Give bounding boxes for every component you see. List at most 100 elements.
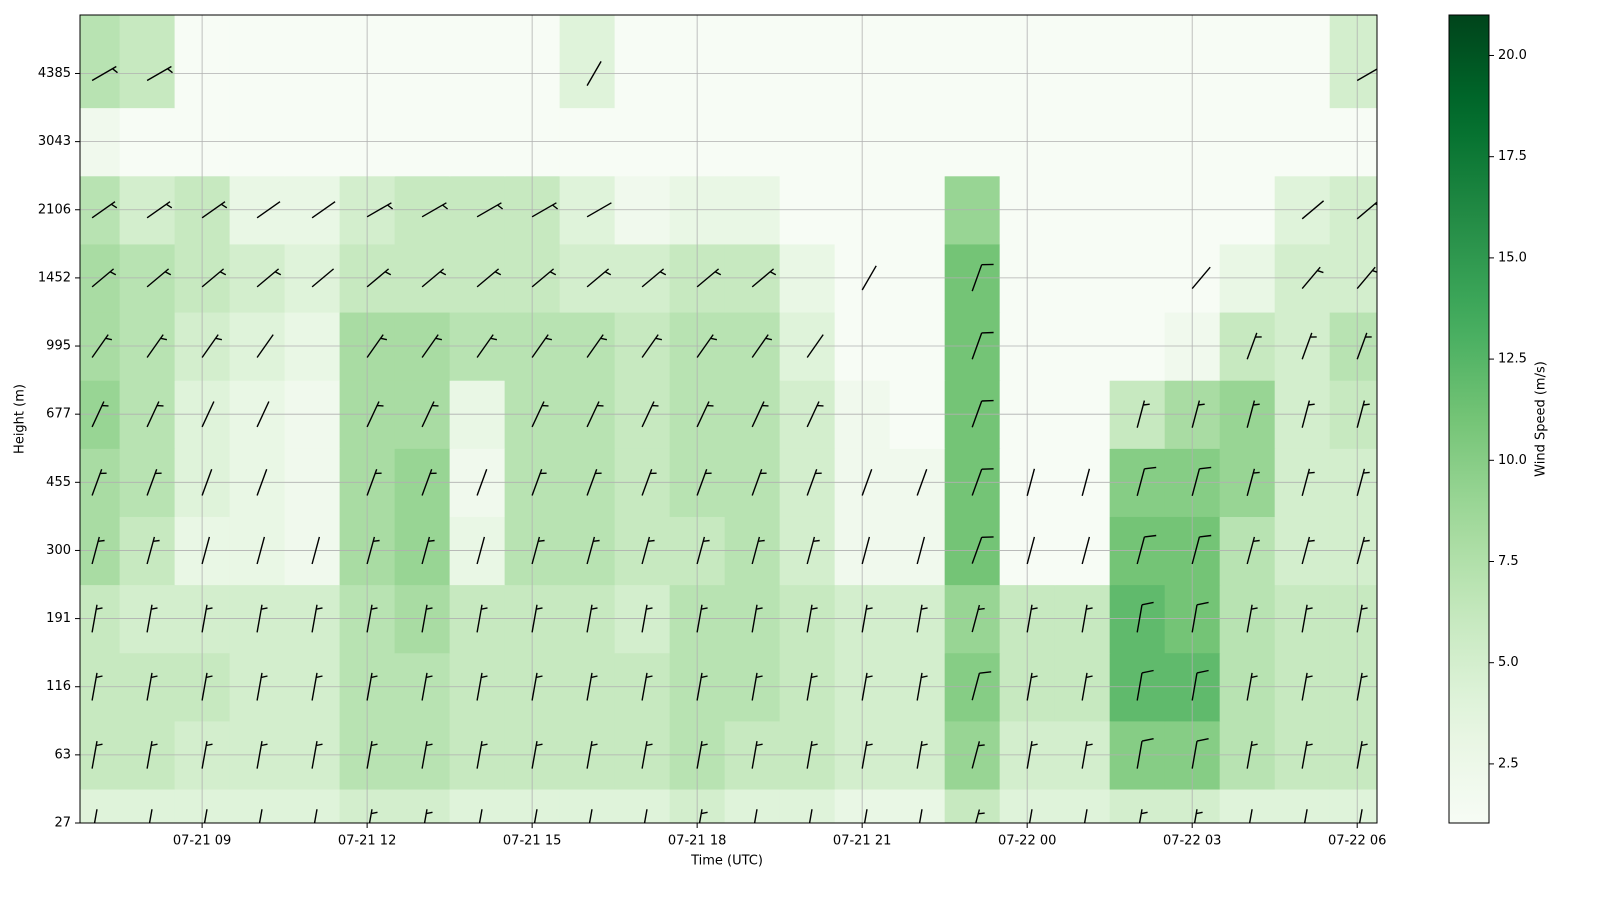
- wind-barb: [751, 672, 763, 701]
- wind-barb: [641, 672, 653, 701]
- wind-barb: [696, 604, 708, 633]
- wind-barb: [751, 740, 763, 769]
- wind-barb: [1136, 534, 1157, 565]
- wind-barb: [863, 809, 868, 823]
- x-tick-label: 07-22 00: [998, 834, 1056, 849]
- wind-barb: [1301, 536, 1315, 565]
- wind-barb: [366, 468, 382, 496]
- wind-barb: [751, 536, 765, 565]
- wind-barb: [753, 809, 758, 823]
- wind-barb: [476, 202, 504, 218]
- wind-barb: [421, 604, 433, 633]
- wind-barb: [1191, 738, 1209, 769]
- x-tick-label: 07-21 18: [668, 834, 726, 849]
- wind-barb: [531, 334, 553, 358]
- y-tick-label: 677: [46, 407, 71, 422]
- wind-barb: [1136, 738, 1154, 769]
- wind-barb: [1191, 534, 1212, 565]
- colorbar-tick-label: 17.5: [1498, 149, 1527, 164]
- heat-cell: [449, 15, 506, 109]
- wind-barb: [696, 334, 718, 358]
- wind-barb: [861, 265, 877, 291]
- wind-barb: [531, 401, 549, 428]
- wind-barb: [1081, 672, 1093, 701]
- wind-barb: [1246, 536, 1260, 565]
- wind-barb: [476, 604, 488, 633]
- wind-barb: [1246, 332, 1262, 360]
- wind-barb: [1356, 68, 1377, 82]
- wind-barb: [421, 740, 433, 769]
- wind-barb: [1248, 809, 1253, 823]
- wind-barb: [146, 201, 173, 219]
- wind-barb: [698, 809, 708, 823]
- wind-barb: [91, 401, 109, 428]
- colorbar-tick-label: 15.0: [1498, 250, 1527, 265]
- wind-barb: [641, 268, 667, 288]
- heat-cell: [1109, 788, 1166, 823]
- wind-barb: [1246, 672, 1258, 701]
- y-tick-label: 1452: [38, 270, 71, 285]
- wind-barb: [971, 399, 994, 428]
- wind-barb: [971, 468, 994, 496]
- wind-barb: [806, 334, 824, 358]
- colorbar-tick-label: 2.5: [1498, 756, 1519, 771]
- wind-barb: [366, 268, 392, 288]
- y-axis-label: Height (m): [13, 384, 28, 454]
- wind-barb: [256, 740, 268, 769]
- wind-barb: [1356, 740, 1368, 769]
- wind-barb: [916, 672, 928, 701]
- wind-barb: [91, 604, 103, 633]
- wind-barb: [421, 468, 437, 496]
- heat-cell: [1219, 788, 1276, 823]
- wind-barb: [256, 672, 268, 701]
- x-tick-label: 07-21 12: [338, 834, 396, 849]
- wind-barb: [806, 401, 824, 428]
- wind-barb: [1026, 672, 1038, 701]
- heat-cell: [614, 15, 671, 109]
- wind-barb: [806, 604, 818, 633]
- heat-cell: [119, 15, 176, 109]
- heat-cell: [724, 15, 781, 109]
- colorbar-tick-label: 10.0: [1498, 453, 1527, 468]
- wind-barb: [531, 468, 547, 496]
- axes: 07-21 09 07-21 12 07-21 15 07-21 18 07-21 21…: [38, 48, 1527, 849]
- wind-barb: [861, 468, 873, 496]
- wind-barb: [423, 809, 433, 823]
- y-tick-label: 300: [46, 543, 71, 558]
- wind-barb: [806, 672, 818, 701]
- wind-barb: [1301, 468, 1315, 496]
- wind-barb: [1246, 740, 1258, 769]
- heat-cell: [614, 788, 671, 823]
- wind-barb: [1191, 669, 1209, 701]
- heat-cell: [284, 788, 341, 823]
- wind-barb: [918, 809, 923, 823]
- heat-cell: [559, 788, 616, 823]
- x-tick-label: 07-21 09: [173, 834, 231, 849]
- wind-barb: [201, 401, 215, 428]
- plot-frame: [79, 14, 1378, 824]
- wind-barb: [366, 334, 388, 358]
- wind-barb: [1358, 809, 1363, 823]
- wind-barb: [1081, 468, 1091, 496]
- wind-barb: [476, 740, 488, 769]
- wind-barb: [806, 468, 822, 496]
- heat-cell: [1054, 788, 1111, 823]
- wind-barb: [1191, 266, 1211, 290]
- wind-barb: [1356, 672, 1368, 701]
- wind-barb: [1081, 740, 1093, 769]
- wind-barb: [1081, 604, 1093, 633]
- wind-barb: [476, 468, 488, 496]
- wind-barb: [366, 536, 380, 565]
- wind-barb: [1138, 809, 1148, 823]
- wind-barb: [91, 334, 113, 358]
- heat-cell: [779, 788, 836, 823]
- wind-barb: [368, 809, 378, 823]
- wind-barb: [421, 268, 447, 288]
- wind-barb: [1191, 601, 1209, 633]
- wind-barb: [256, 468, 268, 496]
- wind-barb: [201, 536, 211, 565]
- wind-barb: [1301, 740, 1313, 769]
- wind-barb: [256, 268, 282, 288]
- wind-barb: [861, 536, 871, 565]
- wind-barb: [146, 468, 162, 496]
